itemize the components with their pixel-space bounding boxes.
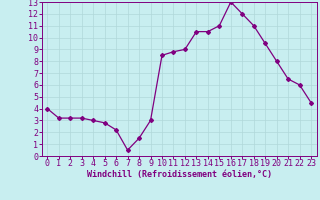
- X-axis label: Windchill (Refroidissement éolien,°C): Windchill (Refroidissement éolien,°C): [87, 170, 272, 179]
